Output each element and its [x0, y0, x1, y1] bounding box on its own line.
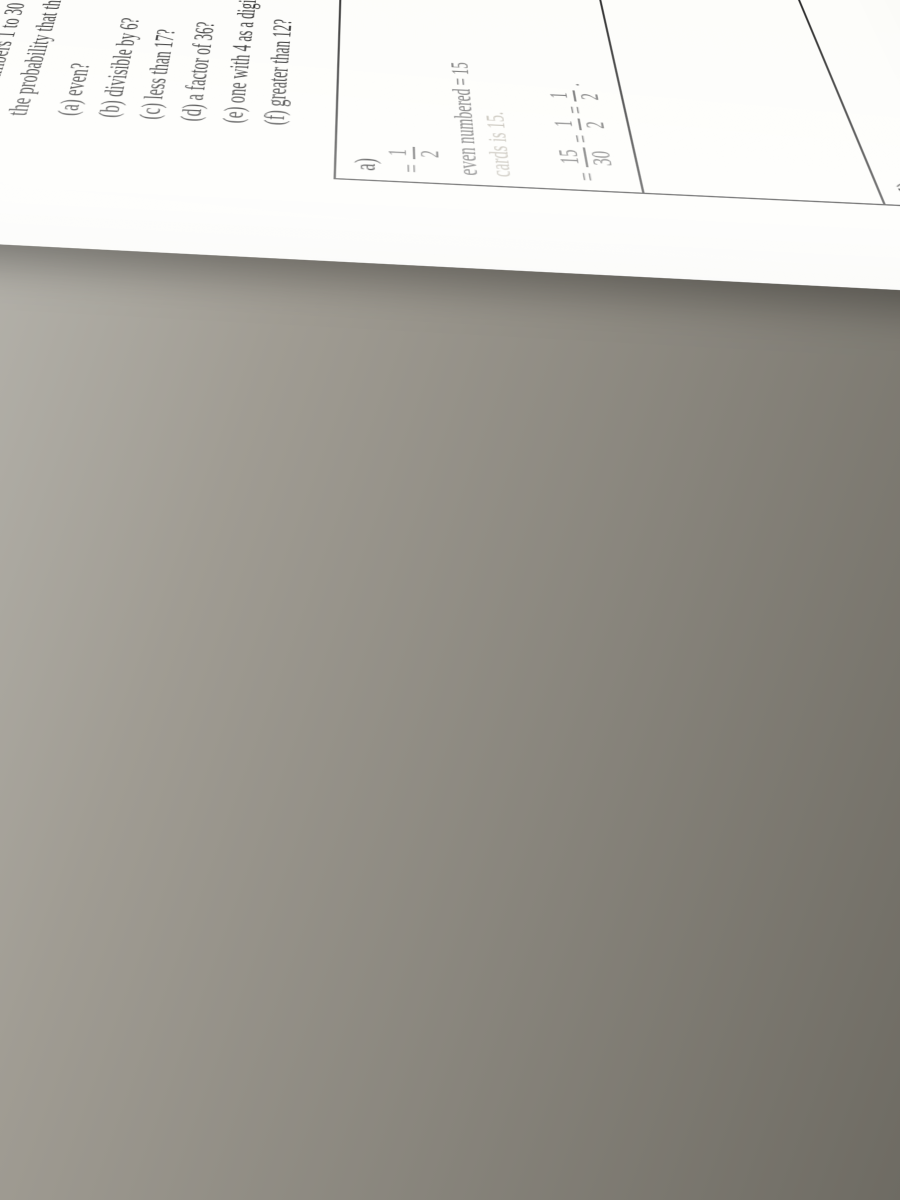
cell-d-label: d): [888, 181, 900, 197]
answer-grid: a) = 12 even numbered = 15 cards is 15. …: [333, 0, 900, 229]
part-f: (f) greater than 12?: [254, 0, 317, 126]
question-number: Q2.: [0, 125, 295, 178]
worksheet-page: Q2. The numbers 1 to 30 are written on c…: [0, 0, 900, 301]
question-stem: The numbers 1 to 30 are written on cards…: [0, 0, 319, 128]
cell-a: a) = 12 even numbered = 15 cards is 15. …: [334, 0, 643, 193]
question-parts: (a) even? (b) divisible by 6? (c) less t…: [48, 0, 317, 126]
photo-scene: Q2. The numbers 1 to 30 are written on c…: [0, 0, 900, 1200]
cell-a-label: a): [348, 157, 383, 171]
question-header: Q2. The numbers 1 to 30 are written on c…: [0, 0, 326, 177]
